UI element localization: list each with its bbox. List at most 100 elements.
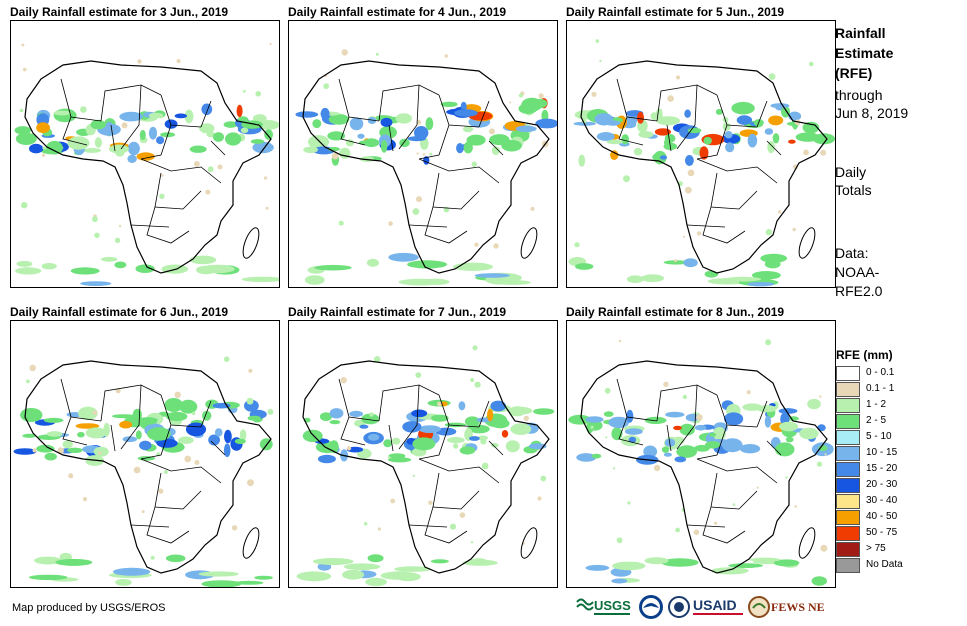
rainfall-area: [807, 398, 821, 410]
rainfall-area: [491, 146, 500, 155]
rainfall-area: [329, 420, 341, 425]
rainfall-area: [46, 140, 63, 155]
rainfall-area: [585, 416, 604, 423]
rainfall-area: [36, 122, 50, 134]
rainfall-area: [103, 422, 110, 437]
country-border: [378, 384, 440, 422]
legend-label: 0 - 0.1: [866, 367, 895, 378]
rainfall-area: [148, 126, 158, 140]
rainfall-area: [505, 440, 520, 453]
rainfall-trace: [623, 175, 630, 183]
rainfall-trace: [785, 476, 788, 479]
usgs-logo: USGS: [576, 594, 632, 620]
rainfall-trace: [824, 453, 827, 456]
rainfall-area: [535, 118, 557, 129]
rainfall-area: [224, 429, 232, 444]
country-border: [710, 172, 758, 210]
rainfall-area: [264, 129, 273, 140]
rainfall-area: [431, 414, 449, 422]
sidebar-data-label: Data:: [835, 245, 869, 261]
rainfall-trace: [137, 59, 142, 64]
rainfall-area: [663, 452, 672, 457]
rainfall-area: [663, 260, 689, 265]
legend-label: 1 - 2: [866, 399, 887, 410]
rainfall-area: [90, 119, 106, 130]
rainfall-area: [724, 276, 762, 282]
rainfall-area: [576, 453, 597, 462]
rainfall-area: [778, 408, 798, 414]
rainfall-trace: [437, 401, 442, 407]
rainfall-area: [119, 420, 133, 429]
rainfall-area: [474, 273, 510, 278]
country-border: [398, 384, 420, 450]
rainfall-trace: [746, 390, 751, 395]
rainfall-area: [100, 256, 118, 262]
legend-item: 10 - 15: [836, 446, 897, 462]
rainfall-trace: [429, 152, 433, 156]
rainfall-area: [654, 128, 671, 136]
country-border: [418, 424, 450, 460]
rainfall-area: [36, 444, 55, 453]
panel-title: Daily Rainfall estimate for 6 Jun., 2019: [10, 305, 229, 319]
country-border: [130, 224, 170, 228]
africa-rainfall-map-svg: [295, 49, 557, 286]
rainfall-trace: [21, 43, 25, 47]
rainfall-trace: [32, 448, 37, 453]
rainfall-area: [342, 569, 365, 580]
rainfall-trace: [765, 229, 773, 236]
legend-swatch: [836, 414, 860, 429]
rainfall-area: [147, 427, 171, 441]
country-border: [154, 172, 202, 210]
panel-title: Daily Rainfall estimate for 5 Jun., 2019: [566, 5, 785, 19]
panel-title: Daily Rainfall estimate for 8 Jun., 2019: [566, 305, 785, 319]
rainfall-area: [363, 138, 380, 148]
rainfall-area: [612, 561, 646, 571]
rainfall-area: [250, 139, 265, 144]
rainfall-area: [328, 114, 350, 125]
rainfall-area: [247, 415, 261, 421]
rainfall-area: [633, 147, 643, 156]
country-border: [676, 384, 698, 450]
rainfall-area: [407, 260, 448, 269]
legend-label: No Data: [866, 559, 903, 570]
rainfall-trace: [416, 152, 419, 155]
rainfall-area: [703, 136, 712, 145]
rainfall-area: [43, 417, 64, 423]
rainfall-area: [402, 421, 422, 433]
country-border: [110, 124, 116, 152]
legend-swatch: [836, 382, 860, 397]
sidebar-title-line2: Estimate: [835, 45, 894, 61]
rainfall-area: [764, 259, 781, 269]
rainfall-trace: [682, 235, 686, 238]
rainfall-trace: [217, 164, 223, 170]
rainfall-panel-jun7: Daily Rainfall estimate for 7 Jun., 2019: [288, 304, 558, 588]
rainfall-trace: [141, 510, 145, 514]
rainfall-area: [490, 418, 510, 429]
rainfall-area: [367, 117, 377, 124]
country-border: [140, 158, 222, 184]
rainfall-area: [156, 136, 165, 145]
rainfall-area: [241, 276, 279, 283]
continent-outline: [302, 60, 550, 274]
rainfall-area: [78, 406, 98, 420]
rainfall-area: [624, 428, 643, 435]
rainfall-trace: [768, 73, 776, 80]
country-border: [388, 424, 394, 452]
legend-item: 30 - 40: [836, 494, 897, 510]
rainfall-area: [470, 558, 488, 565]
rainfall-trace: [481, 462, 489, 470]
rainfall-trace: [696, 414, 703, 421]
rainfall-area: [380, 140, 388, 153]
rainfall-trace: [618, 339, 622, 343]
legend-label: 50 - 75: [866, 527, 898, 538]
country-border: [618, 116, 644, 146]
rainfall-trace: [792, 227, 796, 232]
country-border: [62, 416, 88, 446]
rainfall-area: [644, 557, 669, 565]
rainfall-area: [469, 436, 480, 441]
rainfall-area: [77, 431, 85, 438]
rainfall-trace: [574, 242, 580, 248]
fews-net-logo: FEWS NET: [748, 594, 833, 620]
rainfall-area: [709, 432, 717, 437]
rainfall-trace: [80, 106, 87, 113]
